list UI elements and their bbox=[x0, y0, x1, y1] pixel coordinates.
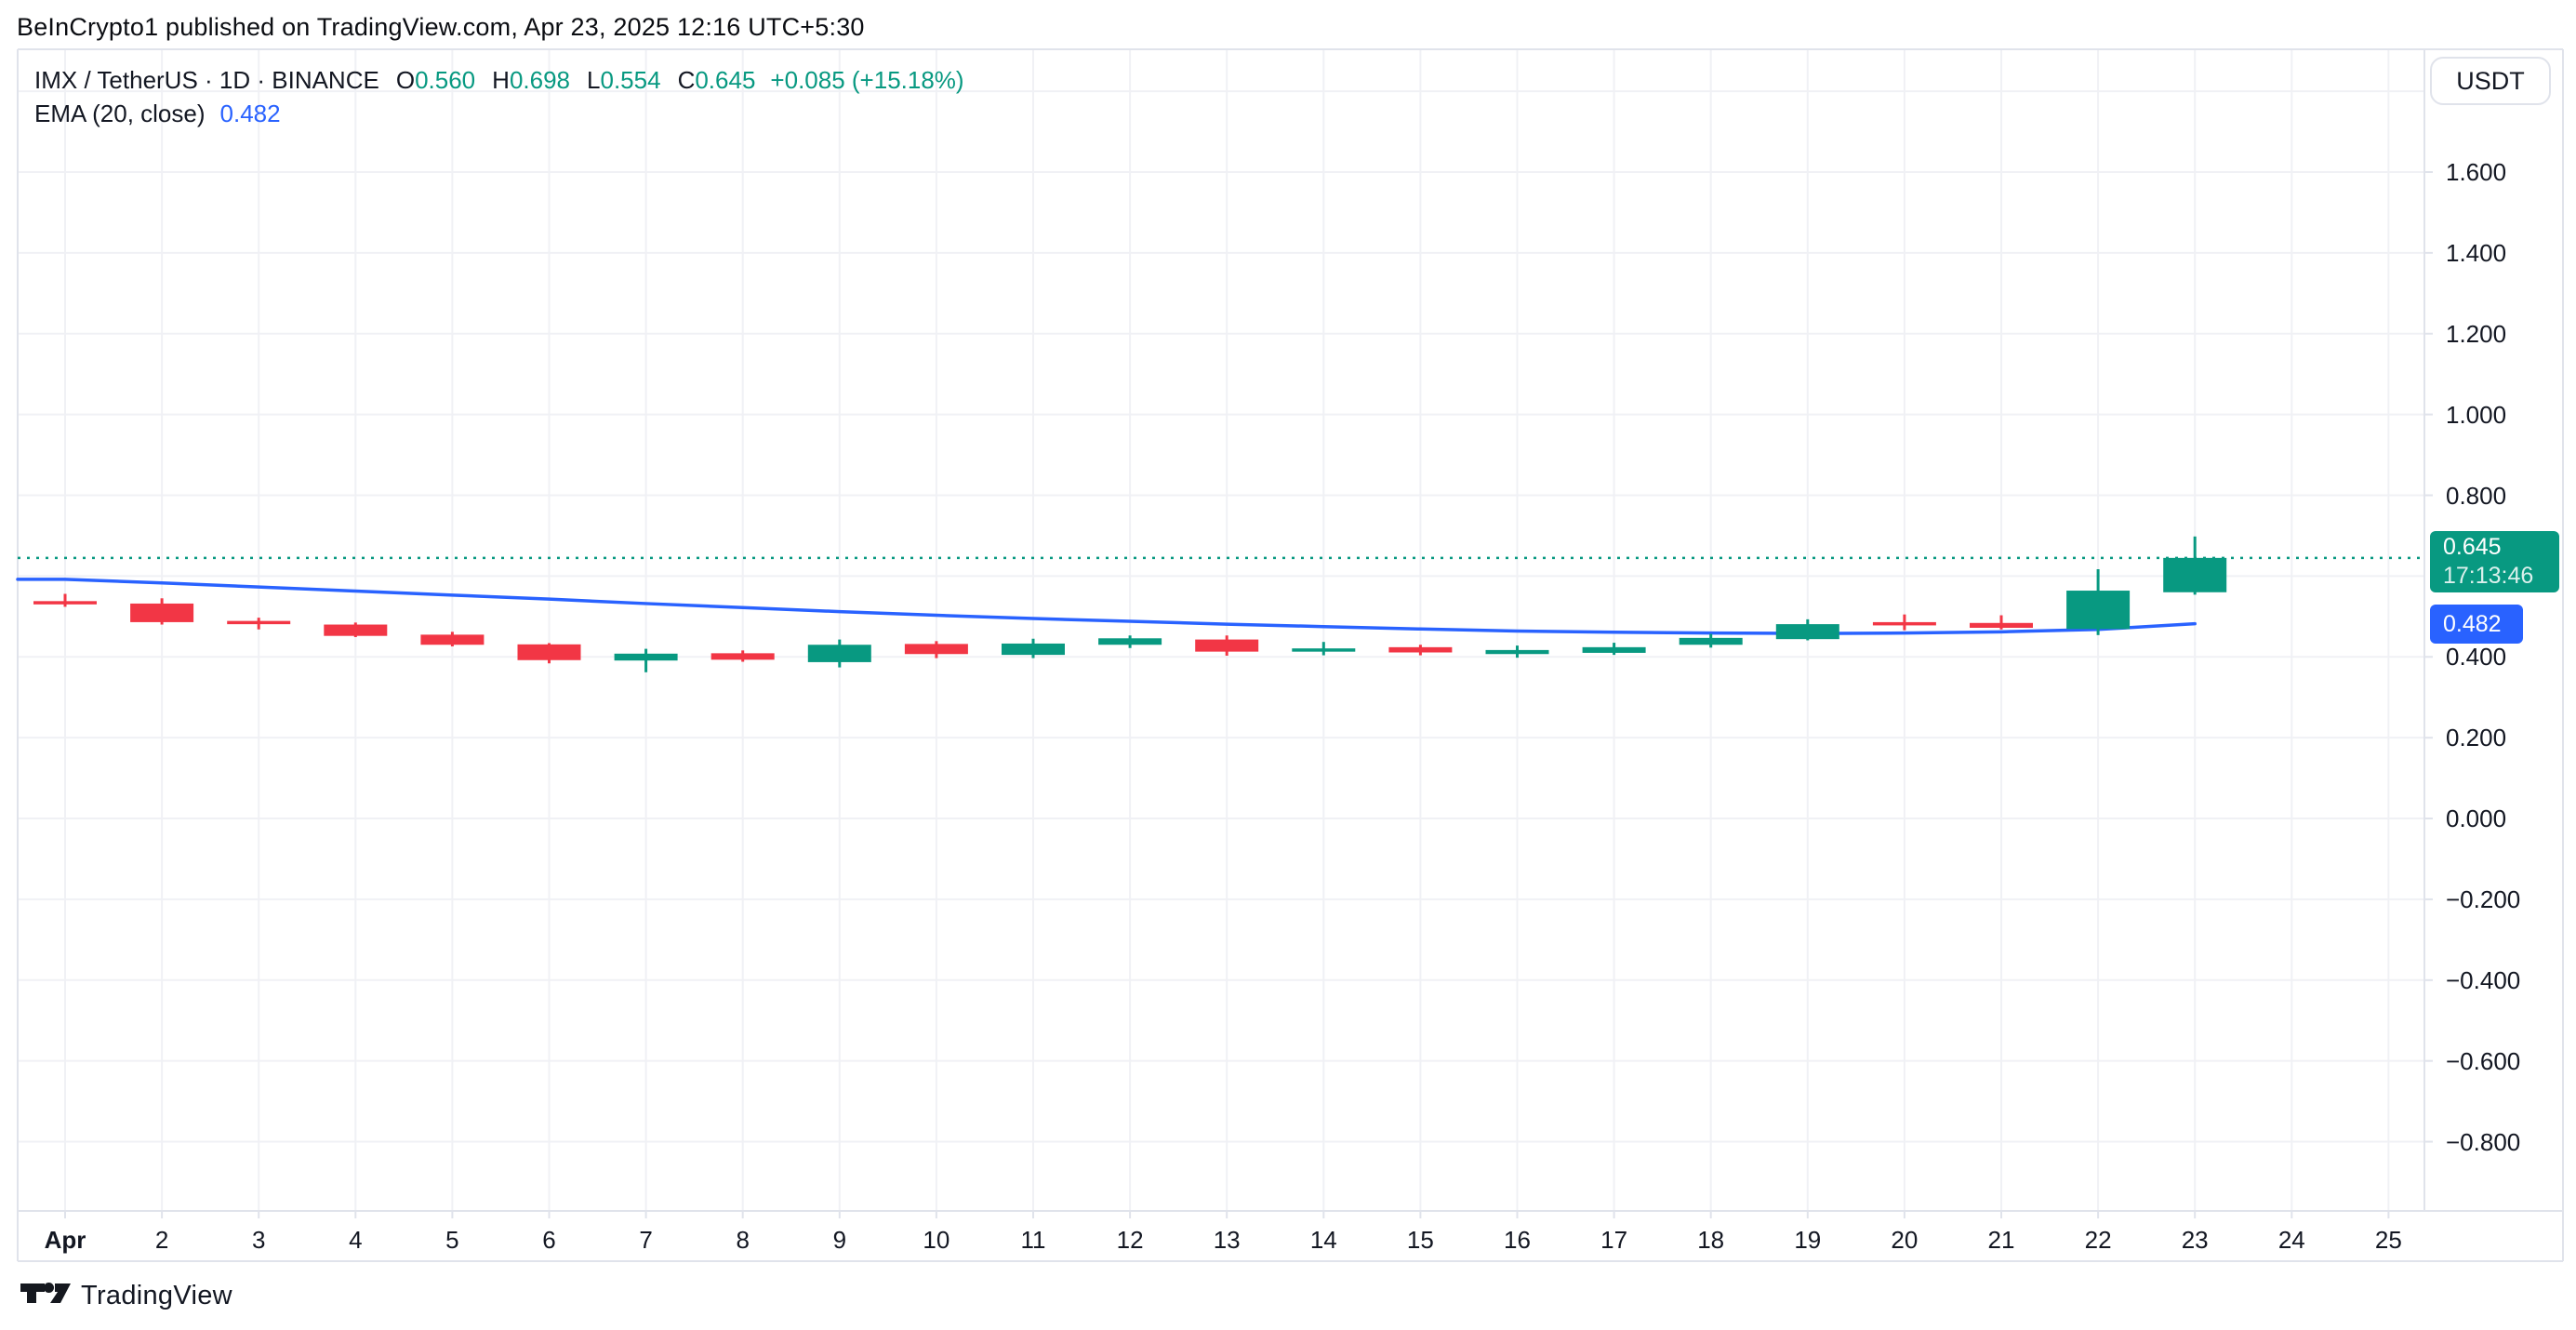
candle-apr-4[interactable] bbox=[324, 622, 388, 637]
last-price-value: 0.645 bbox=[2443, 534, 2502, 560]
candle-apr-14[interactable] bbox=[1292, 642, 1356, 656]
time-axis-label-7: 7 bbox=[639, 1226, 653, 1254]
time-axis-label-23: 23 bbox=[2181, 1226, 2209, 1254]
time-axis-label-6: 6 bbox=[542, 1226, 556, 1254]
indicator-label[interactable]: EMA (20, close) bbox=[34, 99, 206, 127]
ohlc-o: O0.560 bbox=[396, 66, 475, 94]
last-price-tag: 0.645 17:13:46 bbox=[2430, 531, 2559, 592]
ohlc-value: 0.560 bbox=[415, 65, 476, 94]
ohlc-l: L0.554 bbox=[587, 66, 661, 94]
price-axis-label-0.800: 0.800 bbox=[2446, 481, 2507, 510]
time-axis-label-11: 11 bbox=[1020, 1226, 1046, 1254]
header-bar: BeInCrypto1 published on TradingView.com… bbox=[0, 0, 2576, 48]
candle-apr-10[interactable] bbox=[904, 641, 968, 658]
candle-apr-2[interactable] bbox=[130, 598, 194, 625]
candle-apr-16[interactable] bbox=[1485, 645, 1549, 658]
time-axis-label-2: 2 bbox=[154, 1226, 169, 1254]
ohlc-key: C bbox=[677, 65, 696, 94]
ema-tag-value: 0.482 bbox=[2443, 611, 2502, 637]
candle-apr-20[interactable] bbox=[1872, 614, 1936, 631]
time-axis-label-12: 12 bbox=[1116, 1226, 1144, 1254]
candle-apr-8[interactable] bbox=[710, 650, 775, 662]
candle-apr-7[interactable] bbox=[614, 648, 678, 672]
candle-apr-1[interactable] bbox=[33, 593, 97, 607]
indicator-value: 0.482 bbox=[219, 99, 281, 127]
price-axis-label-1.000: 1.000 bbox=[2446, 400, 2507, 429]
currency-toggle-label: USDT bbox=[2456, 66, 2525, 95]
price-axis-label-0.200: 0.200 bbox=[2446, 724, 2507, 752]
candle-apr-21[interactable] bbox=[1970, 615, 2033, 630]
price-axis-label-0.400: 0.400 bbox=[2446, 643, 2507, 672]
ohlc-key: H bbox=[492, 65, 510, 94]
time-axis-label-21: 21 bbox=[1987, 1226, 2015, 1254]
price-axis-label-−0.200: −0.200 bbox=[2446, 884, 2521, 913]
footer-brand[interactable]: TradingView bbox=[20, 1280, 232, 1311]
time-axis-label-5: 5 bbox=[445, 1226, 459, 1254]
price-axis-label-1.600: 1.600 bbox=[2446, 158, 2507, 186]
price-axis-label-1.400: 1.400 bbox=[2446, 238, 2507, 267]
price-axis-label-−0.600: −0.600 bbox=[2446, 1046, 2521, 1075]
time-axis-label-apr: Apr bbox=[44, 1226, 86, 1254]
gridlines bbox=[18, 49, 2424, 1211]
candle-apr-9[interactable] bbox=[807, 639, 871, 668]
tradingview-logo-icon bbox=[20, 1283, 71, 1303]
time-axis-label-18: 18 bbox=[1697, 1226, 1725, 1254]
price-axis-label-−0.400: −0.400 bbox=[2446, 965, 2521, 994]
currency-toggle-button[interactable]: USDT bbox=[2430, 57, 2551, 105]
ohlc-c: C0.645 bbox=[678, 66, 756, 94]
candle-apr-12[interactable] bbox=[1098, 635, 1162, 648]
candle-apr-17[interactable] bbox=[1582, 643, 1646, 656]
ohlc-key: L bbox=[587, 65, 601, 94]
legend-indicator-row[interactable]: EMA (20, close) 0.482 bbox=[34, 97, 964, 130]
bar-countdown: 17:13:46 bbox=[2443, 563, 2534, 589]
symbol-title[interactable]: IMX / TetherUS · 1D · BINANCE bbox=[34, 65, 379, 94]
time-axis-label-22: 22 bbox=[2084, 1226, 2112, 1254]
ohlc-key: O bbox=[395, 65, 416, 94]
candles bbox=[33, 536, 2227, 672]
time-axis-label-20: 20 bbox=[1891, 1226, 1919, 1254]
brand-wordmark: TradingView bbox=[81, 1280, 232, 1310]
price-axis-label-0.000: 0.000 bbox=[2446, 805, 2507, 833]
legend-symbol-row[interactable]: IMX / TetherUS · 1D · BINANCE O0.560 H0.6… bbox=[34, 63, 964, 97]
ohlc-value: 0.698 bbox=[509, 65, 571, 94]
candle-apr-13[interactable] bbox=[1195, 635, 1259, 656]
time-axis-label-16: 16 bbox=[1504, 1226, 1531, 1254]
candle-apr-22[interactable] bbox=[2066, 569, 2131, 635]
chart-legend: IMX / TetherUS · 1D · BINANCE O0.560 H0.6… bbox=[34, 63, 964, 130]
time-axis-label-15: 15 bbox=[1406, 1226, 1434, 1254]
time-axis-label-13: 13 bbox=[1213, 1226, 1241, 1254]
candle-apr-23[interactable] bbox=[2163, 536, 2227, 595]
ohlc-values: O0.560 H0.698 L0.554 C0.645 bbox=[379, 66, 756, 95]
candle-apr-11[interactable] bbox=[1002, 638, 1065, 658]
candle-apr-3[interactable] bbox=[227, 618, 291, 630]
candle-apr-6[interactable] bbox=[517, 643, 581, 664]
time-axis-label-10: 10 bbox=[923, 1226, 950, 1254]
candle-apr-5[interactable] bbox=[420, 632, 485, 646]
time-axis-label-19: 19 bbox=[1794, 1226, 1822, 1254]
price-axis-label-−0.800: −0.800 bbox=[2446, 1127, 2521, 1156]
time-axis-label-17: 17 bbox=[1600, 1226, 1628, 1254]
candle-apr-19[interactable] bbox=[1775, 618, 1839, 641]
ohlc-h: H0.698 bbox=[492, 66, 570, 94]
time-axis-label-24: 24 bbox=[2277, 1226, 2305, 1254]
ema-price-tag: 0.482 bbox=[2430, 605, 2523, 644]
price-axis-label-1.200: 1.200 bbox=[2446, 319, 2507, 348]
time-axis-label-9: 9 bbox=[832, 1226, 847, 1254]
time-axis-label-8: 8 bbox=[736, 1226, 750, 1254]
time-axis-label-3: 3 bbox=[251, 1226, 266, 1254]
time-axis-label-14: 14 bbox=[1309, 1226, 1337, 1254]
pane-frame bbox=[17, 48, 2564, 1262]
time-axis-label-25: 25 bbox=[2374, 1226, 2402, 1254]
attribution-text: BeInCrypto1 published on TradingView.com… bbox=[17, 13, 865, 41]
ohlc-value: 0.645 bbox=[695, 65, 756, 94]
ohlc-value: 0.554 bbox=[600, 65, 661, 94]
candle-apr-18[interactable] bbox=[1679, 633, 1743, 648]
change-value: +0.085 (+15.18%) bbox=[770, 65, 964, 94]
time-axis-label-4: 4 bbox=[349, 1226, 363, 1254]
candle-apr-15[interactable] bbox=[1388, 645, 1453, 656]
